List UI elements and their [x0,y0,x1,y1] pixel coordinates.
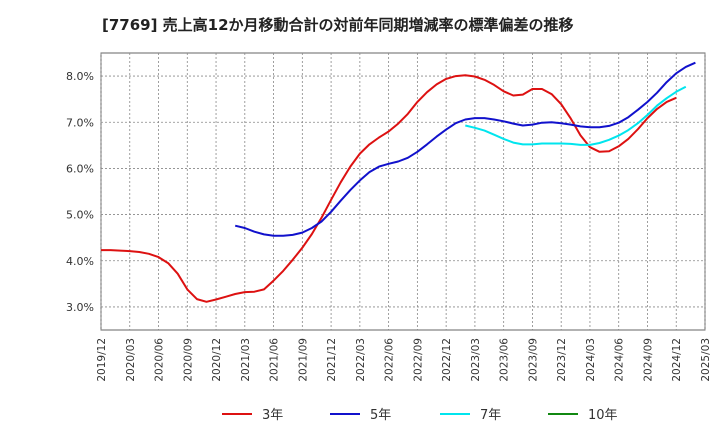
y-tick-label: 8.0% [66,70,94,83]
y-tick-label: 7.0% [66,116,94,129]
x-tick-label: 2025/03 [700,338,712,382]
x-tick-label: 2024/12 [671,338,683,382]
x-tick-label: 2023/09 [527,338,539,382]
x-tick-label: 2024/09 [642,338,654,382]
x-tick-label: 2022/03 [355,338,367,382]
x-tick-label: 2020/12 [211,338,223,382]
x-tick-label: 2022/12 [441,338,453,382]
x-tick-label: 2020/09 [182,338,194,382]
x-tick-label: 2021/12 [326,338,338,382]
chart-title: [7769] 売上高12か月移動合計の対前年同期増減率の標準偏差の推移 [102,16,574,34]
x-tick-label: 2022/06 [384,338,396,382]
legend-label: 10年 [588,408,618,423]
series-line-5年 [234,61,696,237]
x-tick-label: 2021/03 [240,338,252,382]
y-tick-label: 3.0% [66,301,94,314]
y-tick-label: 4.0% [66,255,94,268]
series-line-3年 [101,74,677,303]
series-line-7年 [465,85,687,146]
x-tick-label: 2024/06 [614,338,626,382]
x-tick-label: 2020/03 [125,338,137,382]
y-tick-label: 6.0% [66,162,94,175]
legend-label: 3年 [262,408,283,423]
x-tick-label: 2023/03 [470,338,482,382]
x-tick-label: 2024/03 [585,338,597,382]
x-tick-label: 2019/12 [96,338,108,382]
plot-area [100,52,706,331]
x-tick-label: 2021/06 [269,338,281,382]
legend-label: 7年 [480,408,501,423]
x-tick-label: 2023/12 [556,338,568,382]
legend-label: 5年 [370,408,391,423]
y-tick-label: 5.0% [66,209,94,222]
x-tick-label: 2020/06 [154,338,166,382]
x-tick-label: 2023/06 [499,338,511,382]
x-tick-label: 2022/09 [412,338,424,382]
x-tick-label: 2021/09 [297,338,309,382]
